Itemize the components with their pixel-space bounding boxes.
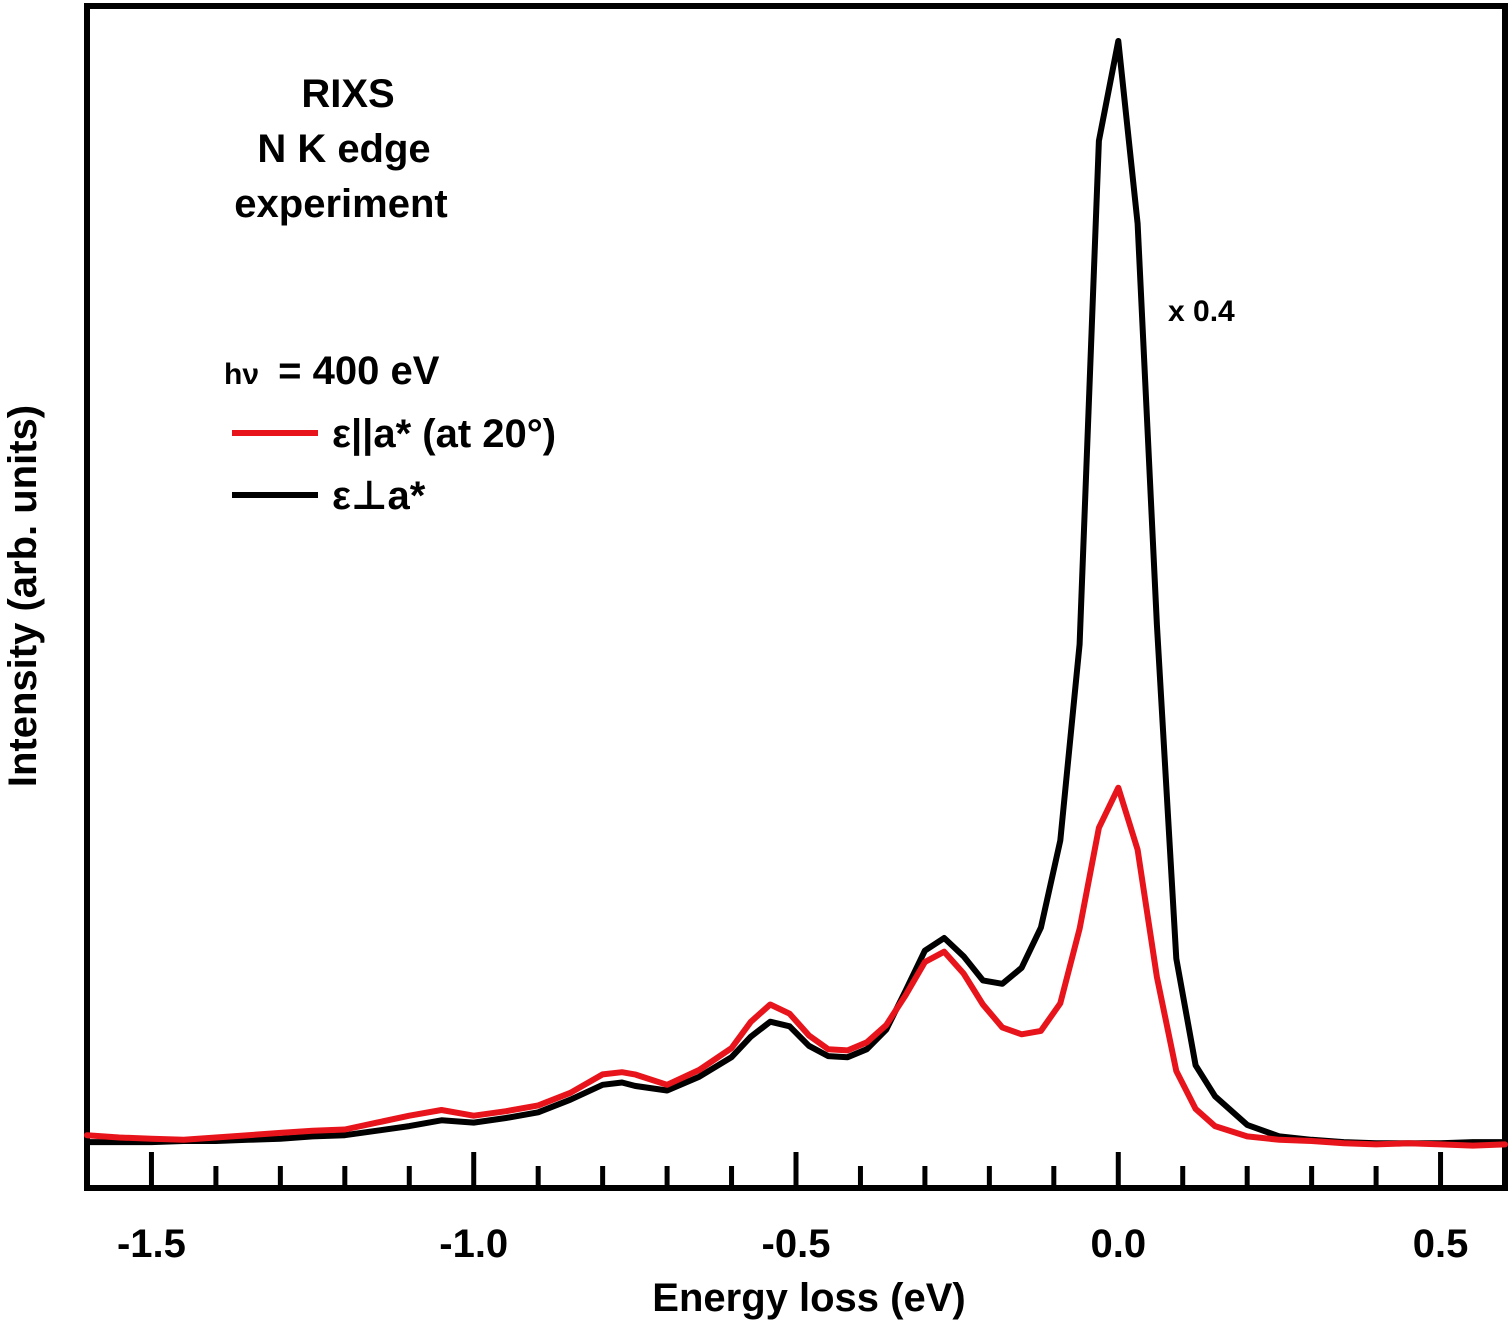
annotation-title-line1: RIXS [301, 72, 394, 116]
series-line-perpendicular [84, 38, 1508, 1147]
x-axis-ticks [148, 1152, 1444, 1188]
x-axis-tick-labels: -1.5 -1.0 -0.5 0.0 0.5 [117, 1222, 1468, 1266]
x-tick-label: -0.5 [762, 1222, 831, 1266]
scale-annotation: x 0.4 [1168, 295, 1235, 328]
legend-label-parallel: ε||a* (at 20°) [332, 412, 556, 456]
legend: ε||a* (at 20°) ε⊥a* [232, 412, 556, 518]
x-tick-label: 0.0 [1090, 1222, 1146, 1266]
annotation-title-line2: N K edge [257, 127, 430, 171]
series-line-parallel [84, 784, 1508, 1149]
photon-energy-value: = 400 eV [278, 349, 440, 393]
x-tick-label: -1.5 [117, 1222, 186, 1266]
x-tick-label: -1.0 [439, 1222, 508, 1266]
annotation-title-line3: experiment [234, 182, 447, 226]
x-tick-label: 0.5 [1413, 1222, 1469, 1266]
x-axis-title: Energy loss (eV) [652, 1276, 965, 1320]
y-axis-title: Intensity (arb. units) [1, 405, 45, 787]
photon-energy-label: hν = 400 eV [224, 349, 440, 393]
photon-energy-symbol: hν [224, 358, 259, 391]
legend-label-perpendicular: ε⊥a* [332, 474, 426, 518]
series-layer [84, 38, 1508, 1149]
